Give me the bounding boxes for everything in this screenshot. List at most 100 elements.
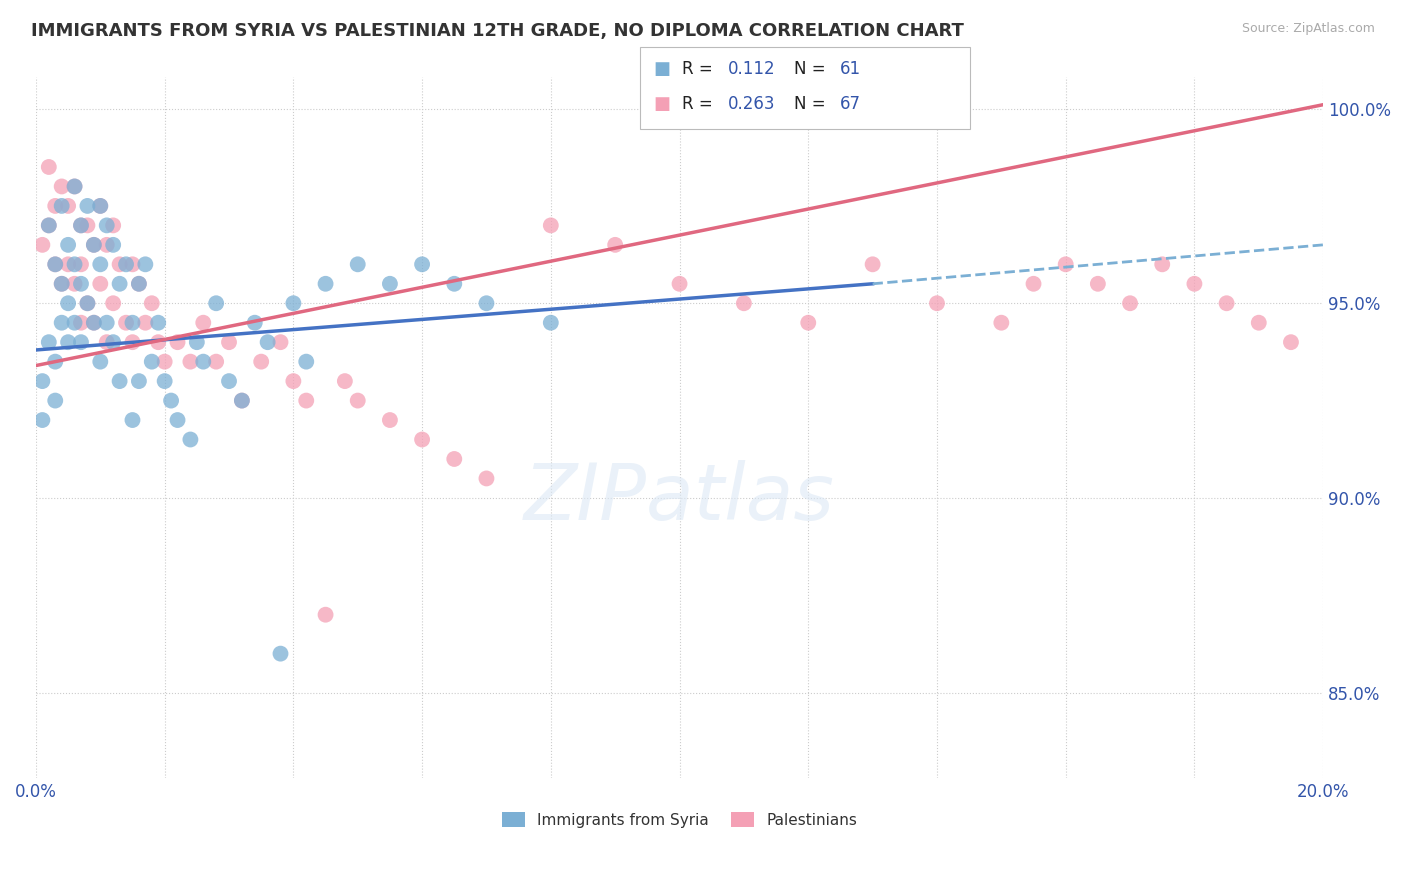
Point: [51, 277, 73, 291]
Point: [56, 296, 79, 310]
Point: [283, 374, 305, 388]
Text: N =: N =: [794, 60, 831, 78]
Point: [153, 354, 176, 368]
Point: [89, 354, 111, 368]
Point: [668, 277, 690, 291]
Text: ■: ■: [654, 95, 671, 113]
Point: [96, 219, 118, 233]
Point: [1119, 296, 1142, 310]
Point: [166, 413, 188, 427]
Point: [38, 219, 60, 233]
Point: [121, 413, 143, 427]
Point: [108, 277, 131, 291]
Point: [56, 335, 79, 350]
Point: [31, 374, 53, 388]
Point: [44, 199, 66, 213]
Point: [96, 237, 118, 252]
Point: [128, 277, 150, 291]
Legend: Immigrants from Syria, Palestinians: Immigrants from Syria, Palestinians: [495, 805, 863, 834]
Point: [56, 257, 79, 271]
Point: [89, 199, 111, 213]
Point: [231, 393, 253, 408]
Point: [475, 296, 498, 310]
Point: [315, 277, 337, 291]
Point: [121, 257, 143, 271]
Point: [193, 316, 215, 330]
Point: [333, 374, 356, 388]
Point: [38, 335, 60, 350]
Point: [44, 257, 66, 271]
Text: 0.263: 0.263: [728, 95, 776, 113]
Point: [295, 393, 318, 408]
Point: [115, 316, 138, 330]
Point: [108, 374, 131, 388]
Point: [51, 199, 73, 213]
Point: [250, 354, 273, 368]
Point: [128, 374, 150, 388]
Text: 0.112: 0.112: [728, 60, 776, 78]
Point: [270, 647, 292, 661]
Point: [295, 354, 318, 368]
Point: [101, 335, 124, 350]
Point: [141, 296, 163, 310]
Point: [38, 219, 60, 233]
Point: [205, 354, 228, 368]
Point: [101, 237, 124, 252]
Point: [218, 335, 240, 350]
Point: [160, 393, 183, 408]
Point: [205, 296, 228, 310]
Point: [56, 237, 79, 252]
Text: Source: ZipAtlas.com: Source: ZipAtlas.com: [1241, 22, 1375, 36]
Point: [378, 413, 401, 427]
Point: [1087, 277, 1109, 291]
Point: [76, 296, 98, 310]
Point: [76, 296, 98, 310]
Point: [134, 316, 156, 330]
Point: [70, 335, 93, 350]
Point: [63, 257, 86, 271]
Point: [108, 257, 131, 271]
Text: IMMIGRANTS FROM SYRIA VS PALESTINIAN 12TH GRADE, NO DIPLOMA CORRELATION CHART: IMMIGRANTS FROM SYRIA VS PALESTINIAN 12T…: [31, 22, 963, 40]
Point: [990, 316, 1012, 330]
Text: 67: 67: [839, 95, 860, 113]
Point: [193, 354, 215, 368]
Point: [89, 199, 111, 213]
Point: [1184, 277, 1206, 291]
Point: [1215, 296, 1237, 310]
Point: [70, 316, 93, 330]
Point: [31, 237, 53, 252]
Text: R =: R =: [682, 95, 718, 113]
Point: [605, 237, 627, 252]
Point: [256, 335, 278, 350]
Text: R =: R =: [682, 60, 718, 78]
Point: [63, 179, 86, 194]
Point: [1054, 257, 1077, 271]
Point: [44, 393, 66, 408]
Point: [862, 257, 884, 271]
Point: [346, 257, 368, 271]
Point: [148, 316, 170, 330]
Point: [925, 296, 948, 310]
Point: [83, 237, 105, 252]
Point: [56, 199, 79, 213]
Point: [83, 316, 105, 330]
Point: [89, 277, 111, 291]
Point: [411, 433, 433, 447]
Point: [540, 316, 562, 330]
Point: [443, 277, 465, 291]
Point: [134, 257, 156, 271]
Point: [83, 316, 105, 330]
Point: [83, 237, 105, 252]
Point: [346, 393, 368, 408]
Point: [76, 199, 98, 213]
Point: [44, 354, 66, 368]
Point: [475, 471, 498, 485]
Point: [153, 374, 176, 388]
Point: [38, 160, 60, 174]
Text: ZIPatlas: ZIPatlas: [524, 460, 835, 536]
Point: [121, 316, 143, 330]
Point: [63, 316, 86, 330]
Point: [31, 413, 53, 427]
Point: [1152, 257, 1174, 271]
Point: [218, 374, 240, 388]
